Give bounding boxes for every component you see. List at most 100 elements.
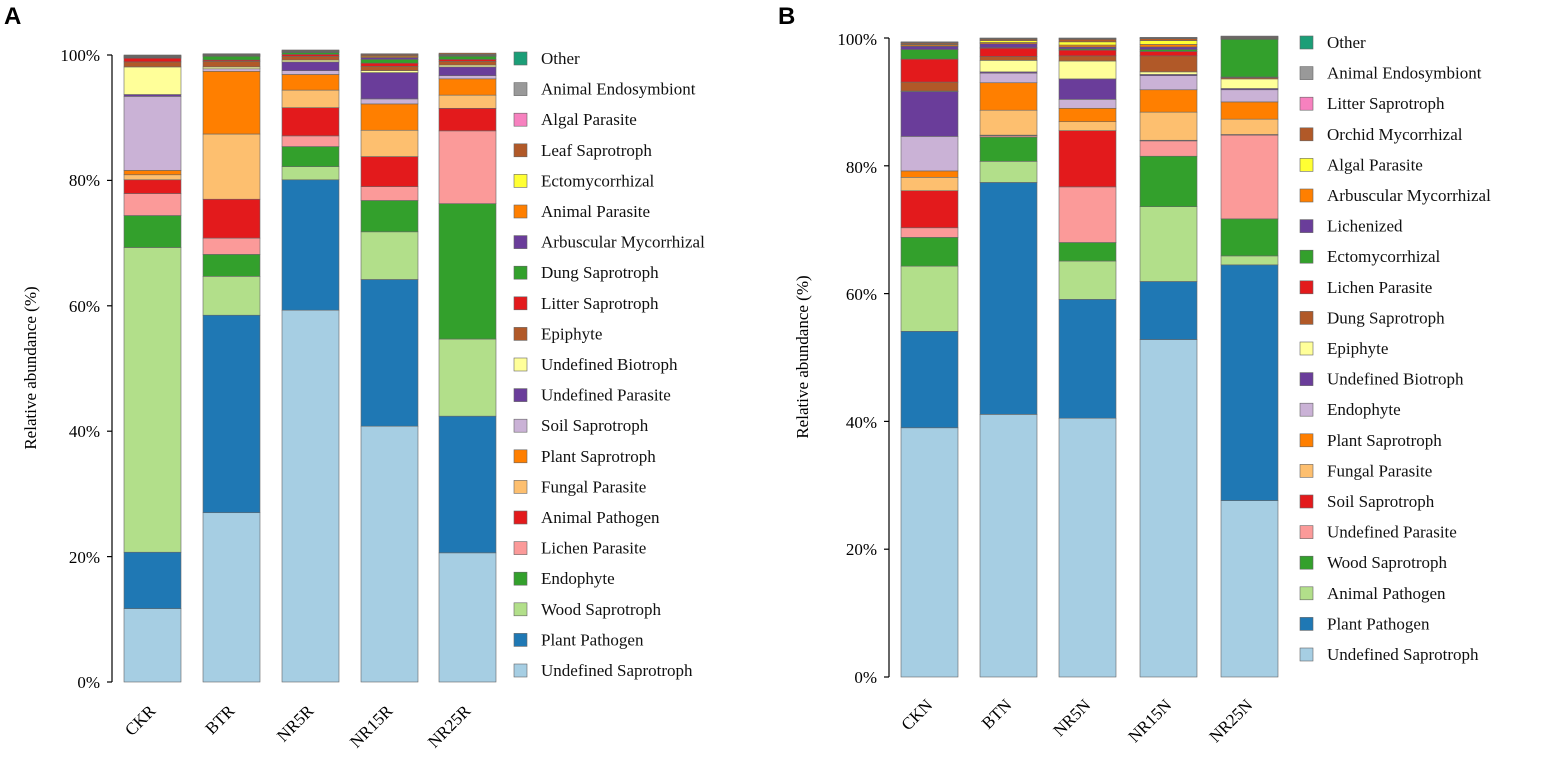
legend-label-plant-saprotroph: Plant Saprotroph [541, 447, 656, 466]
bar-segment-btr-leaf-saprotroph [202, 53, 261, 55]
legend-swatch-ectomycorrhizal [513, 174, 528, 188]
bar-segment-nr15n-fungal-parasite [1139, 111, 1198, 141]
panel-a-ytick-label: 100% [60, 46, 100, 65]
bar-segment-ckn-dung-saprotroph [900, 81, 959, 92]
bar-segment-nr5n-epiphyte [1058, 60, 1117, 80]
legend-swatch-plant-saprotroph [513, 449, 528, 464]
panel-b-x-ticks: CKN BTN NR5N NR15N NR25N [898, 695, 1257, 746]
legend-swatch-fungal-parasite [1299, 464, 1314, 478]
legend-swatch-animal-endosymbiont [513, 82, 528, 96]
bar-segment-ckn-undefined-biotroph [900, 91, 959, 137]
bar-segment-nr25r-plant-saprotroph [438, 78, 497, 96]
panel-a-ytick-label: 60% [69, 297, 100, 316]
legend-label-dung-saprotroph: Dung Saprotroph [541, 263, 659, 282]
legend-label-animal-endosymbiont: Animal Endosymbiont [541, 80, 696, 99]
bar-segment-ckn-undefined-saprotroph [900, 427, 959, 678]
panel-a-legend: Other Animal Endosymbiont Algal Parasite Le… [513, 49, 705, 680]
legend-label-endophyte: Endophyte [1327, 400, 1401, 419]
legend-label-soil-saprotroph: Soil Saprotroph [541, 416, 649, 435]
legend-label-arbuscular-mycorrhizal: Arbuscular Mycorrhizal [541, 233, 705, 252]
legend-swatch-dung-saprotroph [513, 265, 528, 280]
legend-label-fungal-parasite: Fungal Parasite [1327, 461, 1432, 480]
legend-swatch-litter-saprotroph [513, 296, 528, 311]
category-label-btn: BTN [978, 695, 1015, 732]
bar-segment-nr15r-fungal-parasite [360, 129, 419, 157]
panel-a-bars [123, 49, 497, 683]
legend-swatch-undefined-parasite [513, 388, 528, 402]
bar-segment-btr-fungal-parasite [202, 133, 261, 200]
bar-segment-ckn-animal-endosymbiont [900, 41, 959, 43]
bar-segment-btr-epiphyte [202, 60, 261, 68]
bar-segment-nr15r-litter-saprotroph [360, 62, 419, 67]
legend-swatch-arbuscular-mycorrhizal [513, 235, 528, 249]
panel-b-ytick-label: 20% [846, 540, 877, 559]
bar-segment-btn-plant-pathogen [979, 182, 1038, 415]
bar-segment-nr5n-animal-endosymbiont [1058, 37, 1117, 39]
legend-label-algal-parasite: Algal Parasite [1327, 155, 1423, 174]
bar-segment-nr25r-wood-saprotroph [438, 338, 497, 417]
bar-segment-nr5n-plant-pathogen [1058, 299, 1117, 419]
bar-segment-nr5n-plant-saprotroph [1058, 107, 1117, 123]
bar-segment-btr-lichen-parasite [202, 237, 261, 255]
panel-b-y-ticks: 0% 20% 40% 60% 80% 100% [837, 30, 877, 687]
bar-segment-nr5n-animal-pathogen [1058, 260, 1117, 300]
bar-segment-nr5r-epiphyte [281, 55, 340, 61]
bar-segment-nr5r-plant-saprotroph [281, 74, 340, 91]
bar-segment-btr-dung-saprotroph [202, 55, 261, 61]
legend-swatch-endophyte [513, 571, 528, 586]
bar-segment-nr5r-animal-pathogen [281, 107, 340, 137]
bar-segment-nr5n-endophyte [1058, 99, 1117, 109]
legend-swatch-litter-saprotroph [1299, 96, 1314, 111]
legend-swatch-undefined-biotroph [513, 357, 528, 372]
bar-segment-ckn-undefined-parasite [900, 227, 959, 238]
legend-swatch-animal-pathogen [513, 510, 528, 525]
legend-swatch-plant-saprotroph [1299, 433, 1314, 448]
bar-segment-nr15n-arbuscular-mycorrhizal [1139, 44, 1198, 48]
bar-segment-btn-animal-pathogen [979, 161, 1038, 183]
bar-segment-btr-plant-saprotroph [202, 71, 261, 135]
bar-segment-nr15r-epiphyte [360, 65, 419, 71]
bar-segment-nr15n-dung-saprotroph [1139, 55, 1198, 73]
panel-a-ytick-label: 40% [69, 422, 100, 441]
legend-swatch-animal-endosymbiont [1299, 66, 1314, 80]
bar-segment-nr5n-orchid-mycorrhizal [1058, 38, 1117, 43]
bar-segment-nr5n-undefined-biotroph [1058, 78, 1117, 100]
legend-label-animal-pathogen: Animal Pathogen [541, 508, 660, 527]
panel-a-ytick-label: 80% [69, 171, 100, 190]
legend-swatch-leaf-saprotroph [513, 143, 528, 158]
panel-b-chart: B Relative abundance (%) 0% 20% 40% 60% … [778, 3, 1491, 746]
bar-segment-nr5n-fungal-parasite [1058, 121, 1117, 131]
panel-b-ytick-label: 100% [837, 30, 877, 49]
bar-segment-nr15n-algal-parasite [1139, 40, 1198, 45]
bar-segment-nr15n-plant-pathogen [1139, 281, 1198, 340]
bar-segment-nr25r-undefined-parasite [438, 66, 497, 76]
legend-swatch-endophyte [1299, 402, 1314, 417]
legend-label-lichen-parasite: Lichen Parasite [1327, 278, 1432, 297]
bar-segment-nr25r-leaf-saprotroph [438, 52, 497, 55]
legend-swatch-algal-parasite [1299, 158, 1314, 172]
bar-segment-ckr-epiphyte [123, 61, 182, 68]
legend-label-lichenized: Lichenized [1327, 217, 1403, 236]
bar-segment-nr5n-undefined-saprotroph [1058, 417, 1117, 678]
panel-b-bars [900, 35, 1279, 678]
bar-segment-nr25r-animal-pathogen [438, 107, 497, 132]
bar-segment-nr5r-endophyte [281, 146, 340, 167]
bar-segment-btr-undefined-saprotroph [202, 512, 261, 683]
legend-label-animal-pathogen: Animal Pathogen [1327, 584, 1446, 603]
bar-segment-btn-wood-saprotroph [979, 136, 1038, 162]
legend-label-endophyte: Endophyte [541, 569, 615, 588]
legend-label-leaf-saprotroph: Leaf Saprotroph [541, 141, 652, 160]
bar-segment-ckn-lichen-parasite [900, 58, 959, 83]
bar-segment-ckr-undefined-biotroph [123, 66, 182, 95]
category-label-nr5r: NR5R [273, 701, 318, 746]
panel-a-y-ticks: 0% 20% 40% 60% 80% 100% [60, 46, 100, 692]
bar-segment-nr25r-dung-saprotroph [438, 55, 497, 60]
legend-swatch-undefined-saprotroph [513, 663, 528, 678]
bar-segment-nr5n-undefined-parasite [1058, 186, 1117, 243]
bar-segment-nr5n-algal-parasite [1058, 41, 1117, 46]
panel-a-label: A [4, 3, 21, 30]
bar-segment-nr15n-plant-saprotroph [1139, 89, 1198, 113]
legend-swatch-plant-pathogen [1299, 617, 1314, 631]
bar-segment-ckn-animal-pathogen [900, 265, 959, 332]
bar-segment-nr25n-plant-saprotroph [1220, 101, 1279, 120]
